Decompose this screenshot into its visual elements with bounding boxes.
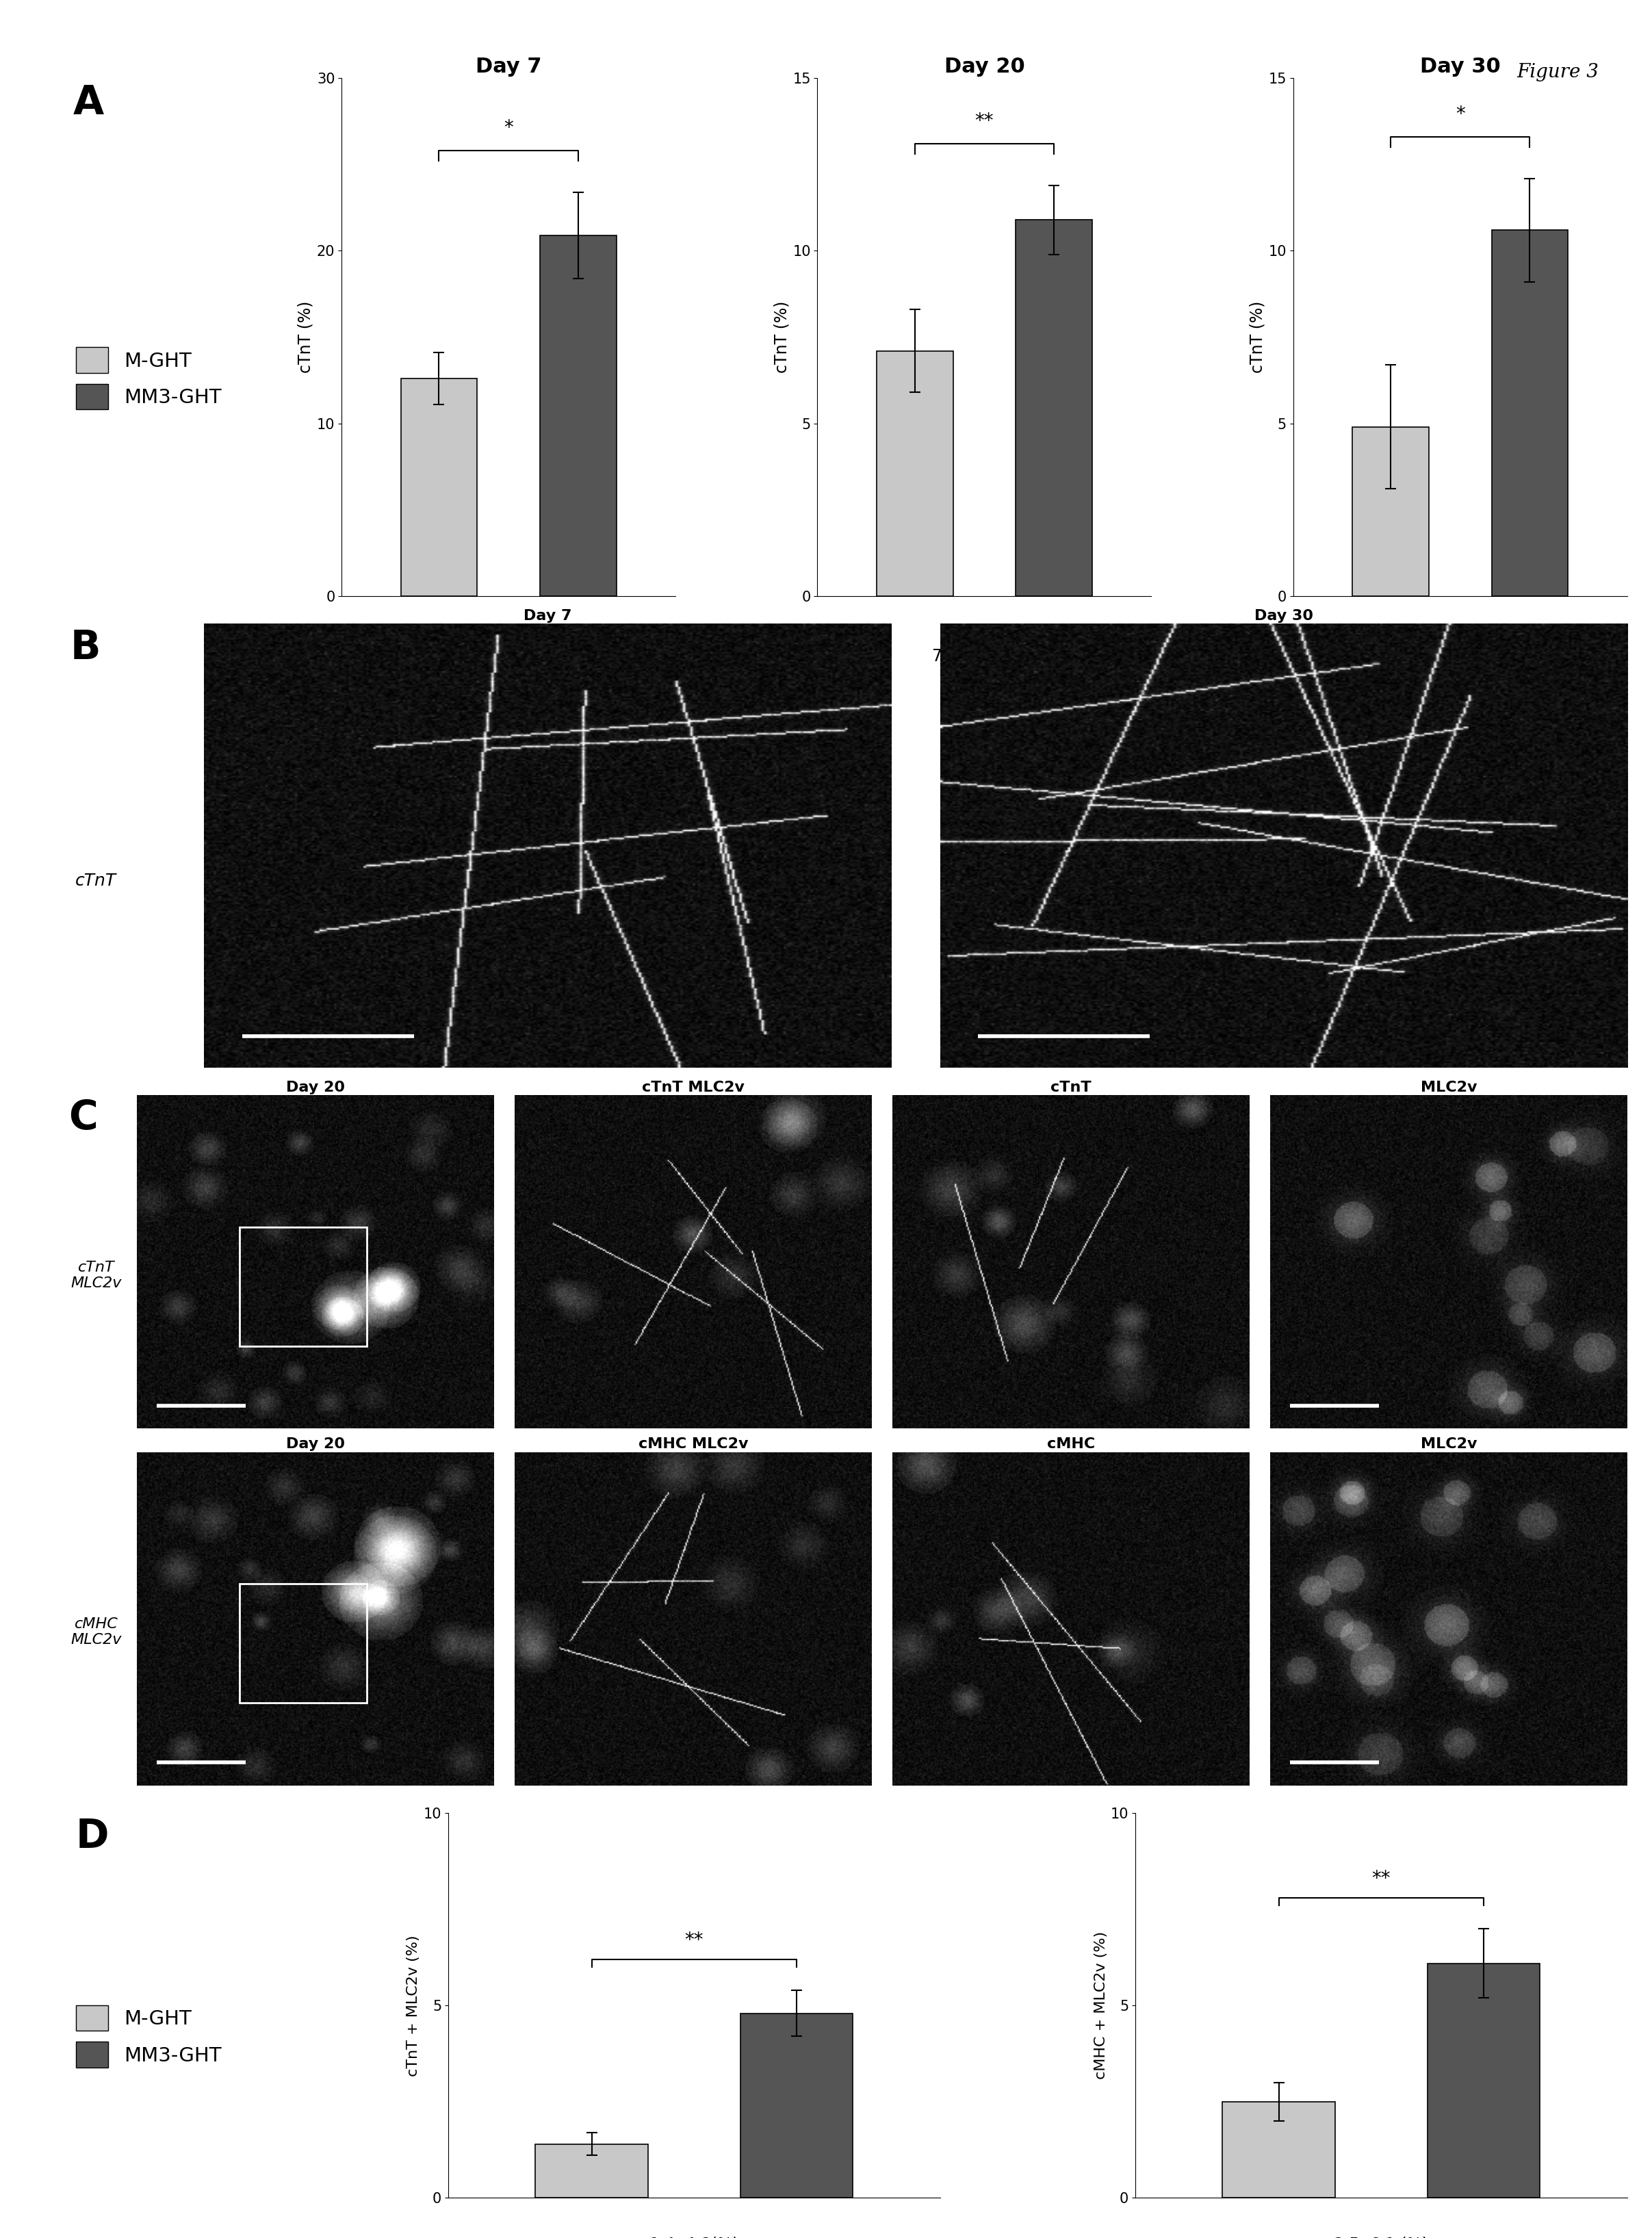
- Bar: [1353, 427, 1429, 595]
- Text: cTnT: cTnT: [74, 873, 116, 888]
- Text: B: B: [71, 629, 101, 667]
- Text: **: **: [1371, 1869, 1391, 1889]
- Legend: M-GHT, MM3-GHT: M-GHT, MM3-GHT: [76, 347, 221, 410]
- Title: MLC2v: MLC2v: [1421, 1437, 1477, 1450]
- Title: Day 7: Day 7: [476, 56, 542, 76]
- Bar: [1016, 219, 1092, 595]
- Bar: [1427, 1963, 1540, 2198]
- Y-axis label: cTnT (%): cTnT (%): [297, 300, 314, 374]
- Text: Figure 3: Figure 3: [1517, 63, 1599, 81]
- Title: Day 20: Day 20: [286, 1437, 345, 1450]
- Title: Day 30: Day 30: [1421, 56, 1500, 76]
- Y-axis label: cMHC + MLC2v (%): cMHC + MLC2v (%): [1094, 1931, 1107, 2079]
- Text: *: *: [1455, 105, 1465, 123]
- Bar: [1222, 2101, 1335, 2198]
- Y-axis label: cTnT (%): cTnT (%): [1249, 300, 1265, 374]
- Text: A: A: [73, 83, 104, 123]
- Bar: [877, 351, 953, 595]
- Title: cMHC MLC2v: cMHC MLC2v: [638, 1437, 748, 1450]
- Text: 12.6  20.9(%): 12.6 20.9(%): [454, 647, 563, 665]
- Bar: [240, 1585, 367, 1703]
- Text: C: C: [69, 1099, 97, 1137]
- Text: D: D: [76, 1817, 109, 1855]
- Text: 7.1  10.9 (%): 7.1 10.9 (%): [932, 647, 1036, 665]
- Bar: [1492, 231, 1568, 595]
- Bar: [540, 235, 616, 595]
- Text: **: **: [975, 112, 995, 132]
- Title: cMHC: cMHC: [1047, 1437, 1095, 1450]
- Bar: [740, 2014, 852, 2198]
- Title: MLC2v: MLC2v: [1421, 1081, 1477, 1094]
- Title: Day 20: Day 20: [943, 56, 1024, 76]
- Text: 4.9  10.6 (%): 4.9 10.6 (%): [1408, 647, 1513, 665]
- Text: cTnT
MLC2v: cTnT MLC2v: [71, 1260, 122, 1289]
- Title: cTnT MLC2v: cTnT MLC2v: [643, 1081, 745, 1094]
- Text: cMHC
MLC2v: cMHC MLC2v: [71, 1618, 122, 1647]
- Title: Day 20: Day 20: [286, 1081, 345, 1094]
- Bar: [240, 1226, 367, 1345]
- Title: Day 7: Day 7: [524, 609, 572, 622]
- Text: **: **: [684, 1931, 704, 1949]
- Bar: [401, 378, 477, 595]
- Legend: M-GHT, MM3-GHT: M-GHT, MM3-GHT: [76, 2005, 221, 2068]
- Y-axis label: cTnT (%): cTnT (%): [773, 300, 790, 374]
- Y-axis label: cTnT + MLC2v (%): cTnT + MLC2v (%): [406, 1936, 421, 2077]
- Title: Day 30: Day 30: [1254, 609, 1313, 622]
- Bar: [535, 2144, 648, 2198]
- Text: *: *: [504, 119, 514, 139]
- Title: cTnT: cTnT: [1051, 1081, 1092, 1094]
